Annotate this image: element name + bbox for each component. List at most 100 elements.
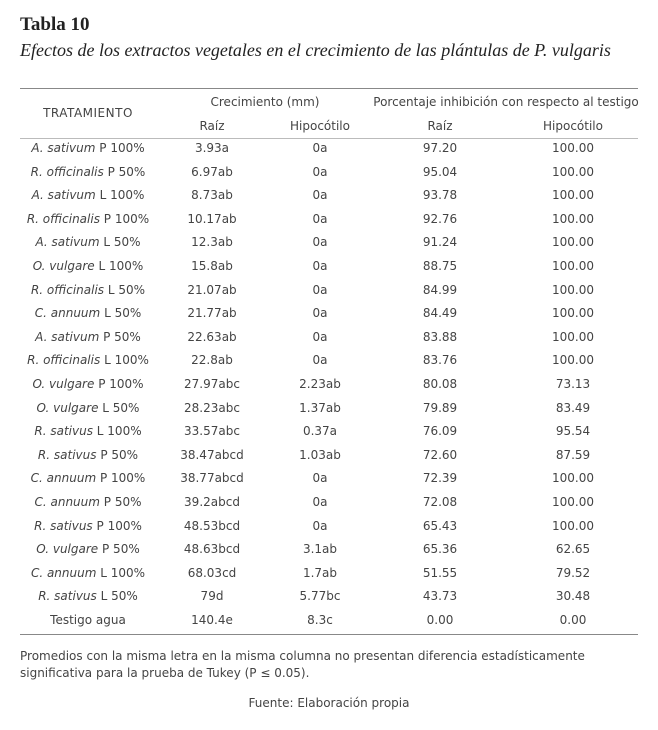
- table-cell: 38.47abcd: [180, 447, 244, 462]
- treatment: P 50%: [103, 495, 142, 509]
- treatment-cell: A. sativum P 50%: [35, 330, 141, 344]
- treatment: P 50%: [102, 542, 140, 557]
- table-cell: 22.8ab: [191, 353, 233, 368]
- table-cell: 83.88: [422, 329, 458, 344]
- table-cell: 3.1ab: [302, 542, 338, 557]
- table-cell: 12.3ab: [191, 235, 233, 250]
- treatment: Testigo agua: [50, 613, 126, 627]
- table-cell: 88.75: [422, 259, 458, 273]
- table-cell: 33.57abc: [184, 424, 240, 439]
- treatment-cell: R. sativus P 50%: [38, 448, 138, 462]
- table-cell: 0.00: [426, 613, 454, 627]
- table-cell: 0a: [312, 353, 328, 368]
- table-cell: 76.09: [422, 424, 458, 439]
- treatment-cell: A. sativum L 100%: [32, 188, 145, 202]
- table-cell: 0a: [312, 495, 328, 509]
- species: C. annuum: [34, 495, 100, 509]
- species: O. vulgare: [32, 259, 95, 273]
- species: A. sativum: [35, 235, 100, 250]
- top-rule: [20, 88, 638, 89]
- species: R. officinalis: [30, 164, 104, 179]
- treatment: L 100%: [96, 424, 142, 439]
- table-cell: 21.07ab: [187, 282, 237, 297]
- table-cell: 1.03ab: [299, 447, 341, 462]
- treatment: L 50%: [102, 400, 140, 415]
- table-cell: 48.63bcd: [183, 542, 241, 557]
- table-cell: 83.49: [555, 400, 591, 415]
- treatment-cell: C. annuum P 50%: [34, 495, 141, 509]
- table-cell: 21.77ab: [187, 306, 237, 321]
- table-cell: 0a: [312, 306, 328, 321]
- table-cell: 100.00: [552, 188, 594, 203]
- table-cell: 8.3c: [307, 613, 333, 627]
- treatment-cell: R. officinalis L 50%: [31, 283, 145, 297]
- table-cell: 100.00: [552, 259, 594, 273]
- table-cell: 92.76: [422, 211, 458, 226]
- table-cell: 0a: [312, 188, 328, 203]
- table-cell: 80.08: [422, 377, 458, 391]
- treatment-cell: R. officinalis P 50%: [31, 165, 146, 179]
- table-cell: 0a: [312, 259, 328, 273]
- table-cell: 73.13: [555, 377, 591, 391]
- table-cell: 0a: [312, 471, 328, 486]
- table-cell: 100.00: [552, 211, 594, 226]
- treatment-cell: O. vulgare P 50%: [36, 542, 139, 556]
- table-cell: 0a: [312, 235, 328, 250]
- table-cell: 100.00: [552, 164, 594, 179]
- table-cell: 15.8ab: [191, 259, 233, 273]
- table-cell: 38.77abcd: [180, 471, 244, 486]
- table-cell: 30.48: [555, 589, 591, 604]
- species: C. annuum: [30, 565, 97, 580]
- species: A. sativum: [35, 329, 100, 344]
- table-cell: 95.54: [555, 424, 591, 439]
- table-cell: 0a: [312, 141, 328, 155]
- table-cell: 83.76: [422, 353, 458, 368]
- table-cell: 91.24: [422, 235, 458, 250]
- table-cell: 0a: [312, 282, 328, 297]
- treatment: P 50%: [107, 164, 146, 179]
- table-cell: 22.63ab: [187, 329, 237, 344]
- table-cell: 72.08: [422, 495, 458, 509]
- species: R. officinalis: [30, 282, 105, 297]
- species: A. sativum: [31, 188, 96, 203]
- table-cell: 79d: [200, 589, 224, 604]
- table-cell: 65.36: [422, 542, 458, 557]
- column-group-header: Porcentaje inhibición con respecto al te…: [373, 95, 639, 109]
- table-cell: 100.00: [552, 306, 594, 321]
- treatment-cell: R. sativus L 50%: [38, 589, 138, 603]
- footnote: Promedios con la misma letra en la misma…: [20, 649, 585, 680]
- table-cell: 0.00: [559, 613, 587, 627]
- species: R. sativus: [37, 447, 97, 462]
- table-cell: 100.00: [552, 235, 594, 250]
- table-cell: 100.00: [552, 353, 594, 368]
- species: R. sativus: [34, 518, 93, 533]
- table-cell: 43.73: [422, 589, 458, 604]
- treatment-cell: R. officinalis P 100%: [27, 212, 149, 226]
- treatment-cell: A. sativum L 50%: [35, 235, 140, 249]
- treatment: L 50%: [100, 589, 138, 604]
- treatment: L 100%: [100, 565, 146, 580]
- species: C. annuum: [30, 471, 97, 486]
- column-group-header: Crecimiento (mm): [210, 95, 320, 109]
- species: R. officinalis: [26, 211, 100, 226]
- table-cell: 1.7ab: [302, 565, 338, 580]
- table-cell: 93.78: [422, 188, 458, 203]
- treatment: L 50%: [104, 306, 142, 321]
- species: O. vulgare: [36, 542, 99, 557]
- treatment: P 100%: [103, 211, 150, 226]
- table-cell: 97.20: [422, 141, 458, 155]
- table-cell: 62.65: [555, 542, 591, 557]
- table-cell: 6.97ab: [191, 164, 233, 179]
- treatment-cell: O. vulgare P 100%: [32, 377, 143, 391]
- table-cell: 100.00: [552, 495, 594, 509]
- table-cell: 3.93a: [194, 141, 230, 155]
- source: Fuente: Elaboración propia: [248, 696, 410, 710]
- treatment-cell: R. sativus P 100%: [34, 519, 142, 533]
- column-header: TRATAMIENTO: [43, 106, 133, 120]
- header-rule: [20, 138, 638, 139]
- treatment: L 100%: [104, 353, 149, 368]
- treatment: L 100%: [98, 259, 144, 273]
- table-cell: 100.00: [552, 329, 594, 344]
- table-cell: 10.17ab: [187, 211, 237, 226]
- table-cell: 39.2abcd: [184, 495, 240, 509]
